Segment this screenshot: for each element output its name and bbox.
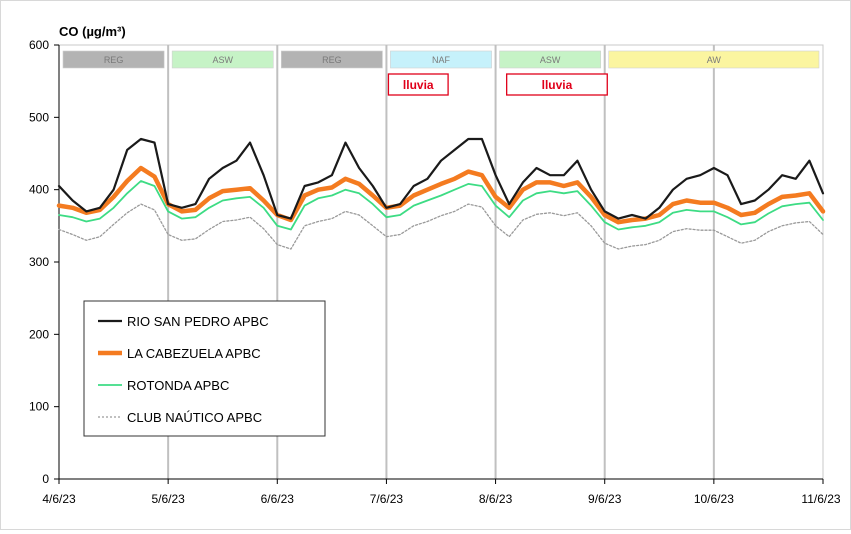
y-tick-label: 500 xyxy=(29,110,49,124)
y-tick-label: 600 xyxy=(29,38,49,52)
x-axis: 4/6/23 5/6/23 6/6/23 7/6/23 8/6/23 9/6/23 10/6… xyxy=(42,478,841,506)
rain-annotations: lluvia lluvia xyxy=(387,73,608,96)
legend-label: LA CABEZUELA APBC xyxy=(127,346,261,361)
legend-box xyxy=(83,300,326,437)
legend-label: CLUB NAÚTICO APBC xyxy=(127,410,262,425)
y-tick-label: 0 xyxy=(42,472,49,486)
y-tick-label: 200 xyxy=(29,327,49,341)
x-tick-label: 8/6/23 xyxy=(479,492,513,506)
series-line xyxy=(57,137,825,220)
x-tick-label: 5/6/23 xyxy=(151,492,185,506)
period-bands: REG ASW REG NAF ASW AW xyxy=(62,50,820,69)
period-label: REG xyxy=(322,55,342,65)
period-band xyxy=(608,50,820,69)
rain-box xyxy=(387,73,449,96)
period-band xyxy=(280,50,383,69)
y-axis: 0 100 200 300 400 500 600 xyxy=(29,38,60,486)
chart-title: CO (µg/m³) xyxy=(59,24,126,39)
period-label: AW xyxy=(707,55,722,65)
series-line xyxy=(58,180,824,231)
x-tick-label: 6/6/23 xyxy=(261,492,295,506)
series-line xyxy=(56,165,826,225)
rain-label: lluvia xyxy=(542,78,573,92)
x-tick-label: 7/6/23 xyxy=(370,492,404,506)
legend: RIO SAN PEDRO APBC LA CABEZUELA APBC ROTON… xyxy=(83,300,326,437)
period-band xyxy=(390,50,492,69)
x-tick-label: 10/6/23 xyxy=(694,492,734,506)
period-band xyxy=(499,50,602,69)
legend-label: RIO SAN PEDRO APBC xyxy=(127,314,269,329)
x-tick-label: 11/6/23 xyxy=(801,492,840,506)
x-tick-label: 4/6/23 xyxy=(42,492,76,506)
period-label: ASW xyxy=(212,55,233,65)
period-label: REG xyxy=(104,55,124,65)
legend-label: ROTONDA APBC xyxy=(127,378,229,393)
series-line xyxy=(58,203,824,250)
period-band xyxy=(171,50,274,69)
period-label: ASW xyxy=(540,55,561,65)
y-tick-label: 400 xyxy=(29,183,49,197)
y-tick-label: 300 xyxy=(29,255,49,269)
series-lines xyxy=(56,137,826,250)
rain-box xyxy=(506,73,608,96)
period-band xyxy=(62,50,165,69)
x-tick-label: 9/6/23 xyxy=(588,492,622,506)
rain-label: lluvia xyxy=(403,78,434,92)
y-tick-label: 100 xyxy=(29,400,49,414)
period-label: NAF xyxy=(432,55,451,65)
